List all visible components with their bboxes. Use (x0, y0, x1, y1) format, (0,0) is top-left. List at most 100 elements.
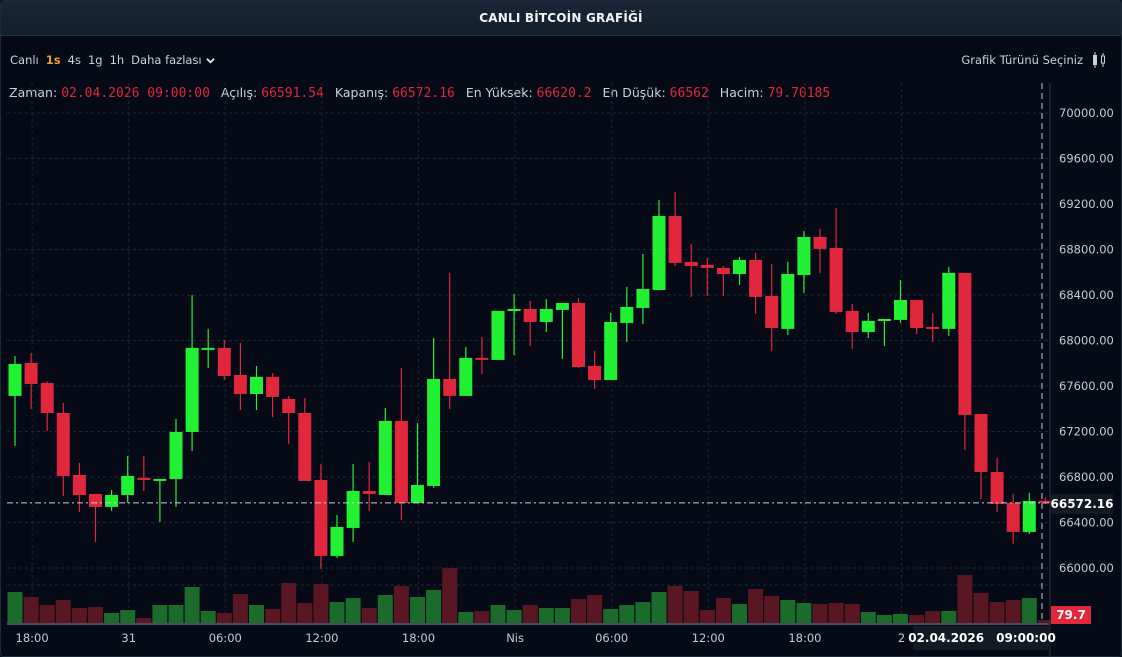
volume-bar (909, 615, 925, 623)
volume-bar (120, 610, 136, 623)
candle-body (829, 247, 843, 312)
candle-body (459, 357, 473, 396)
timeframe-1s[interactable]: 1s (45, 53, 61, 67)
volume-bar (1037, 620, 1053, 623)
candle-body (121, 475, 135, 495)
time-label: Zaman: (9, 85, 58, 100)
candle-body (24, 362, 38, 384)
live-button[interactable]: Canlı (10, 53, 39, 67)
timeframe-1h[interactable]: 1h (109, 53, 125, 67)
price-tick-label: 69200.00 (1059, 197, 1114, 211)
volume-bar (554, 608, 570, 623)
price-tick-label: 68400.00 (1059, 288, 1114, 302)
candle-body (217, 347, 231, 376)
volume-bar (55, 600, 71, 623)
volume-bar (973, 593, 989, 623)
more-timeframes-dropdown[interactable]: Daha fazlası (131, 53, 215, 67)
candle-body (910, 300, 924, 328)
candle-body (942, 272, 956, 329)
volume-label: Hacim: (719, 85, 764, 100)
volume-bar (104, 613, 120, 623)
candlestick-chart[interactable]: 70000.00 69600.00 69200.00 68800.00 68400.00… (1, 81, 1121, 656)
volume-bar (925, 611, 941, 623)
volume-bar (715, 598, 731, 623)
volume-bar (812, 604, 828, 623)
candle-body (1022, 501, 1036, 532)
open-value: 66591.54 (261, 86, 324, 101)
candle-body (298, 412, 312, 481)
candle-body (620, 306, 634, 323)
time-tick-label: 18:00 (788, 631, 821, 645)
candle-body (475, 357, 489, 360)
volume-bar (1005, 600, 1021, 623)
chevron-down-icon (205, 57, 215, 64)
candle-body (700, 264, 714, 268)
price-tick-label: 66400.00 (1059, 516, 1114, 530)
time-tick-label: 31 (121, 631, 136, 645)
chart-type-selector[interactable]: Grafik Türünü Seçiniz (961, 51, 1107, 69)
timeframe-toolbar: Canlı 1s 4s 1g 1h Daha fazlası (10, 53, 215, 67)
candle-body (926, 326, 940, 329)
volume-bar (393, 586, 409, 623)
volume-bar (168, 605, 184, 623)
candle-body (958, 272, 972, 415)
volume-bar (844, 604, 860, 623)
volume-bar (152, 605, 168, 623)
volume-bar (860, 612, 876, 623)
volume-bar (796, 603, 812, 623)
price-tick-label: 66000.00 (1059, 561, 1114, 575)
candle-body (40, 382, 54, 413)
volume-bar (780, 600, 796, 623)
price-tick-label: 69600.00 (1059, 152, 1114, 166)
candle-body (765, 295, 779, 328)
timeframe-4s[interactable]: 4s (67, 53, 81, 67)
candle-body (539, 308, 553, 322)
candle-body (523, 308, 537, 322)
candle-body (72, 474, 86, 495)
current-volume-tag: 79.7 (1051, 606, 1091, 624)
volume-bar (458, 612, 474, 623)
volume-bar (426, 590, 442, 623)
high-label: En Yüksek: (465, 85, 533, 100)
volume-bar (941, 611, 957, 623)
volume-bar (345, 598, 361, 623)
candle-body (716, 267, 730, 274)
volume-bar (200, 611, 216, 623)
volume-bar (522, 605, 538, 623)
candle-body (749, 259, 763, 297)
volume-bar (39, 605, 55, 623)
volume-bar (474, 611, 490, 623)
volume-bar (184, 587, 200, 623)
candle-body (684, 261, 698, 266)
candle-body (185, 347, 199, 432)
candle-body (233, 374, 247, 394)
candle-body (201, 347, 215, 350)
time-tick-label: 12:00 (305, 631, 338, 645)
volume-bar (876, 615, 892, 623)
candle-body (491, 310, 505, 360)
candle-body (990, 471, 1004, 504)
volume-bar (619, 605, 635, 623)
volume-bar (442, 568, 458, 623)
volume-bar (329, 602, 345, 623)
volume-bar (683, 591, 699, 623)
volume-bar (232, 594, 248, 623)
candle-body (572, 302, 585, 368)
volume-bar (538, 608, 554, 623)
candle-body (427, 378, 441, 486)
time-tick-label: 12:00 (692, 631, 725, 645)
candle-body (1006, 502, 1020, 532)
price-tick-label: 67600.00 (1059, 379, 1114, 393)
candle-body (56, 412, 70, 476)
candle-body (250, 376, 263, 394)
volume-bar (88, 607, 103, 623)
timeframe-1g[interactable]: 1g (87, 53, 103, 67)
high-value: 66620.2 (536, 86, 592, 101)
close-label: Kapanış: (334, 85, 389, 100)
candle-body (266, 376, 280, 397)
candle-body (636, 288, 650, 308)
candle-body (652, 215, 666, 290)
price-tick-label: 70000.00 (1059, 106, 1114, 120)
chart-type-label: Grafik Türünü Seçiniz (961, 53, 1083, 67)
time-tick-label: 18:00 (402, 631, 435, 645)
